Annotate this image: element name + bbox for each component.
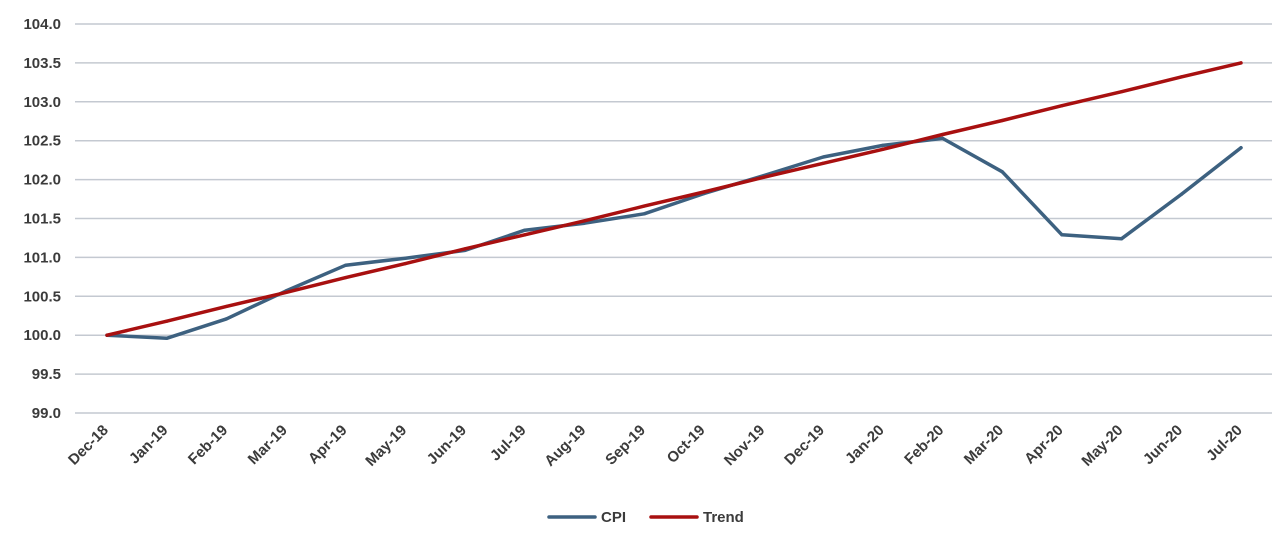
y-tick-label-9: 103.5 [23,55,61,72]
trend-point-8 [582,219,587,223]
cpi-point-19 [1239,146,1243,150]
trend-point-0 [105,333,109,337]
y-tick-label-7: 102.5 [23,133,61,150]
legend-item-trend: Trend [649,509,744,526]
cpi-point-13 [881,143,885,147]
y-tick-label-5: 101.5 [23,211,61,228]
x-tick-label-3: Mar-19 [245,422,291,468]
x-tick-label-15: Mar-20 [961,422,1007,468]
x-tick-label-18: Jun-20 [1140,422,1186,468]
legend-label-cpi: CPI [601,509,626,526]
trend-series [105,61,1243,337]
cpi-series [105,136,1243,341]
x-tick-label-4: Apr-19 [305,422,351,468]
y-tick-label-1: 99.5 [32,366,61,383]
y-tick-label-10: 104.0 [23,16,61,33]
x-tick-label-12: Dec-19 [781,422,828,469]
y-tick-label-0: 99.0 [32,405,61,422]
y-tick-label-4: 101.0 [23,249,61,266]
trend-point-19 [1239,61,1243,65]
x-tick-label-6: Jun-19 [424,422,470,468]
cpi-point-2 [224,317,228,321]
trend-point-17 [1120,90,1124,94]
cpi-point-15 [1000,170,1004,174]
trend-point-2 [224,304,228,309]
gridlines [75,23,1272,414]
y-tick-label-3: 100.5 [23,288,61,305]
legend-item-cpi: CPI [547,509,626,526]
y-axis-tick-labels: 99.0 99.5 100.0 100.5 101.0 101.5 102.0 102.5 10… [23,16,61,422]
x-tick-label-19: Jul-20 [1203,422,1246,465]
trend-point-1 [165,319,169,323]
series-lines [105,61,1243,341]
trend-point-6 [463,247,467,251]
cpi-point-5 [403,256,408,260]
x-tick-label-10: Oct-19 [664,422,709,467]
trend-point-15 [1000,118,1004,123]
x-tick-label-13: Jan-20 [842,422,888,468]
y-tick-label-6: 102.0 [23,172,61,189]
cpi-point-9 [642,212,646,216]
x-tick-label-9: Sep-19 [602,422,649,469]
trend-point-4 [344,276,348,280]
cpi-line [105,136,1243,341]
trend-point-13 [881,147,885,151]
cpi-point-17 [1120,237,1124,241]
x-tick-label-5: May-19 [362,422,410,470]
x-tick-label-7: Jul-19 [487,422,530,465]
x-tick-label-17: May-20 [1078,422,1126,470]
trend-point-16 [1060,104,1064,108]
x-tick-label-11: Nov-19 [721,422,768,469]
trend-point-5 [403,262,408,266]
x-tick-label-16: Apr-20 [1021,422,1067,468]
trend-point-9 [642,204,646,208]
cpi-point-18 [1179,192,1183,196]
trend-point-11 [761,175,766,179]
cpi-point-1 [165,336,169,340]
trend-point-14 [940,132,945,137]
x-tick-label-2: Feb-19 [185,422,231,468]
x-tick-label-1: Jan-19 [126,422,172,468]
y-tick-label-8: 103.0 [23,94,61,111]
trend-point-10 [702,190,706,194]
cpi-point-12 [821,155,825,159]
x-tick-label-0: Dec-18 [65,422,112,469]
x-tick-label-8: Aug-19 [541,422,589,470]
cpi-point-7 [523,228,527,232]
trend-line [105,61,1243,337]
legend: CPI Trend [547,509,744,526]
cpi-point-4 [344,263,348,267]
x-tick-label-14: Feb-20 [901,422,947,468]
x-axis-tick-labels: Dec-18 Jan-19 Feb-19 Mar-19 Apr-19 May-19 Jun-… [65,422,1246,470]
trend-point-12 [821,161,825,165]
cpi-point-14 [940,136,945,140]
legend-label-trend: Trend [703,509,744,526]
trend-point-18 [1179,75,1183,79]
cpi-point-16 [1060,233,1064,237]
y-tick-label-2: 100.0 [23,327,61,344]
trend-point-3 [284,290,288,295]
trend-point-7 [523,233,527,237]
